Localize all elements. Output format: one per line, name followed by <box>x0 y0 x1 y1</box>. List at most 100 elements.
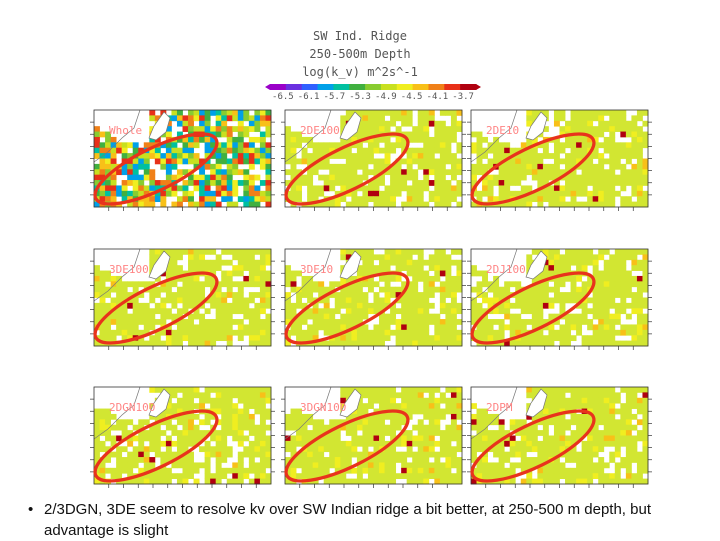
map-cell <box>395 249 402 255</box>
map-cell <box>537 319 544 325</box>
map-cell <box>285 478 291 485</box>
map-cell <box>116 435 123 442</box>
map-cell <box>127 319 134 325</box>
map-cell <box>188 419 194 426</box>
map-cell <box>603 196 610 203</box>
map-cell <box>154 196 161 203</box>
map-cell <box>188 153 194 159</box>
map-cell <box>636 136 643 143</box>
map-cell <box>379 275 385 282</box>
map-cell <box>340 335 347 342</box>
map-cell <box>105 286 111 293</box>
map-cell <box>318 424 325 431</box>
map-cell <box>395 297 402 304</box>
map-cell <box>149 308 156 315</box>
map-cell <box>367 335 374 342</box>
map-cell <box>121 430 128 436</box>
map-cell <box>367 190 374 197</box>
map-cell <box>193 115 200 122</box>
map-cell <box>417 467 424 474</box>
map-cell <box>323 457 330 463</box>
map-cell <box>318 467 325 474</box>
map-cell <box>406 190 413 197</box>
map-cell <box>631 308 638 315</box>
map-cell <box>285 424 291 431</box>
map-cell <box>636 275 643 282</box>
map-cell <box>149 136 156 143</box>
map-cell <box>110 136 117 143</box>
map-cell <box>110 413 117 420</box>
map-cell <box>110 147 117 154</box>
map-cell <box>254 120 261 127</box>
map-cell <box>609 126 616 132</box>
map-cell <box>237 419 244 426</box>
map-cell <box>609 120 616 127</box>
map-cell <box>259 457 266 463</box>
map-cell <box>450 136 457 143</box>
map-cell <box>471 131 477 138</box>
map-cell <box>149 201 156 208</box>
map-cell <box>553 190 560 197</box>
map-cell <box>531 324 538 331</box>
map-cell <box>526 473 533 480</box>
map-cell <box>373 110 380 116</box>
map-cell <box>94 286 100 293</box>
map-cell <box>307 136 314 143</box>
map-cell <box>379 126 385 132</box>
map-cell <box>307 153 314 159</box>
map-cell <box>248 201 255 208</box>
map-cell <box>215 158 222 165</box>
map-cell <box>428 397 435 404</box>
map-cell <box>105 467 111 474</box>
map-cell <box>232 467 239 474</box>
map-cell <box>232 147 239 154</box>
map-cell <box>542 435 549 442</box>
map-cell <box>259 249 266 255</box>
map-cell <box>526 340 533 347</box>
colorbar-tick-label: -4.9 <box>375 92 397 100</box>
map-cell <box>476 440 483 447</box>
map-cell <box>587 413 594 420</box>
map-cell <box>182 397 189 404</box>
map-cell <box>176 335 183 342</box>
map-cell <box>356 292 363 298</box>
map-cell <box>110 180 117 186</box>
map-cell <box>351 308 358 315</box>
map-cell <box>373 297 380 304</box>
map-cell <box>340 136 347 143</box>
map-cell <box>259 131 266 138</box>
map-cell <box>367 308 374 315</box>
map-cell <box>210 335 217 342</box>
map-cell <box>598 270 605 277</box>
map-cell <box>171 430 178 436</box>
map-cell <box>390 308 397 315</box>
map-cell <box>340 446 347 453</box>
map-cell <box>636 319 643 325</box>
colorbar-tick-label: -5.7 <box>324 92 346 100</box>
map-cell <box>259 435 266 442</box>
map-cell <box>329 180 336 186</box>
map-cell <box>132 158 139 165</box>
map-cell <box>154 147 161 154</box>
map-cell <box>182 147 189 154</box>
map-cell <box>493 153 500 159</box>
map-cell <box>531 147 538 154</box>
map-cell <box>401 387 408 393</box>
map-cell <box>243 185 250 192</box>
map-cell <box>526 142 533 149</box>
map-cell <box>215 115 222 122</box>
map-cell <box>132 446 139 453</box>
map-cell <box>265 435 272 442</box>
map-cell <box>138 478 145 485</box>
map-cell <box>395 110 402 116</box>
map-cell <box>254 201 261 208</box>
map-cell <box>565 313 571 320</box>
map-cell <box>334 319 341 325</box>
map-cell <box>493 174 500 181</box>
map-cell <box>439 270 446 277</box>
map-cell <box>537 196 544 203</box>
map-cell <box>265 142 272 149</box>
map-cell <box>509 324 516 331</box>
map-cell <box>504 467 511 474</box>
map-cell <box>160 180 167 186</box>
